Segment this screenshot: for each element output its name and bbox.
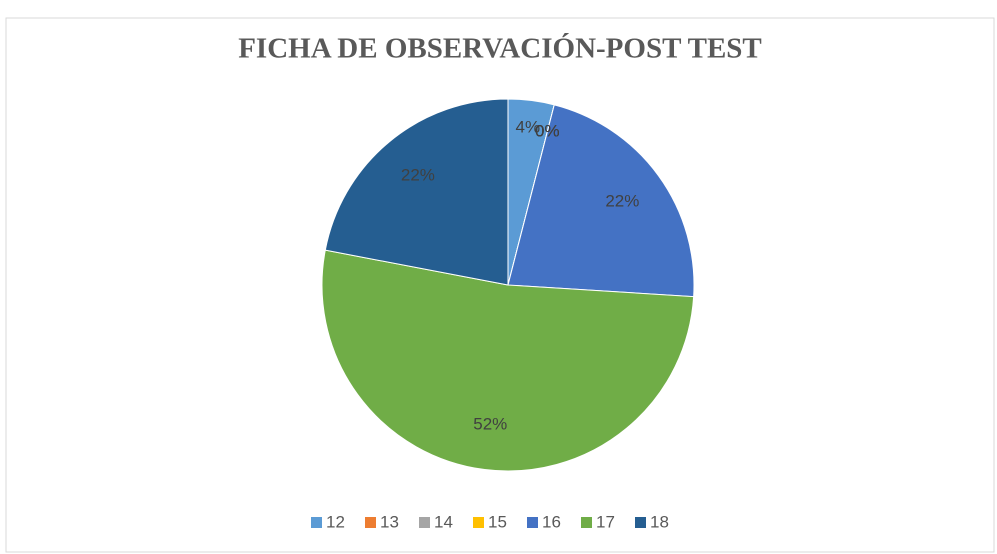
- pie-slice: [321, 249, 695, 472]
- legend-label: 15: [488, 512, 507, 531]
- data-label: 0%: [535, 121, 560, 140]
- data-label: 4%: [516, 118, 541, 137]
- legend-swatch: [311, 517, 322, 528]
- legend-swatch: [365, 517, 376, 528]
- legend-swatch: [635, 517, 646, 528]
- legend-label: 12: [326, 512, 345, 531]
- legend-label: 17: [596, 512, 615, 531]
- legend-label: 16: [542, 512, 561, 531]
- legend-swatch: [473, 517, 484, 528]
- pie-slice: [324, 98, 509, 286]
- data-label: 52%: [473, 415, 507, 434]
- data-label: 22%: [605, 191, 639, 210]
- legend-label: 18: [650, 512, 669, 531]
- legend-swatch: [581, 517, 592, 528]
- data-label: 22%: [401, 166, 435, 185]
- pie-slice: [507, 104, 695, 298]
- legend-swatch: [527, 517, 538, 528]
- legend-label: 14: [434, 512, 453, 531]
- legend-label: 13: [380, 512, 399, 531]
- data-label: 0%: [535, 121, 560, 140]
- data-label: 0%: [535, 121, 560, 140]
- legend-swatch: [419, 517, 430, 528]
- chart-title: FICHA DE OBSERVACIÓN-POST TEST: [238, 32, 762, 65]
